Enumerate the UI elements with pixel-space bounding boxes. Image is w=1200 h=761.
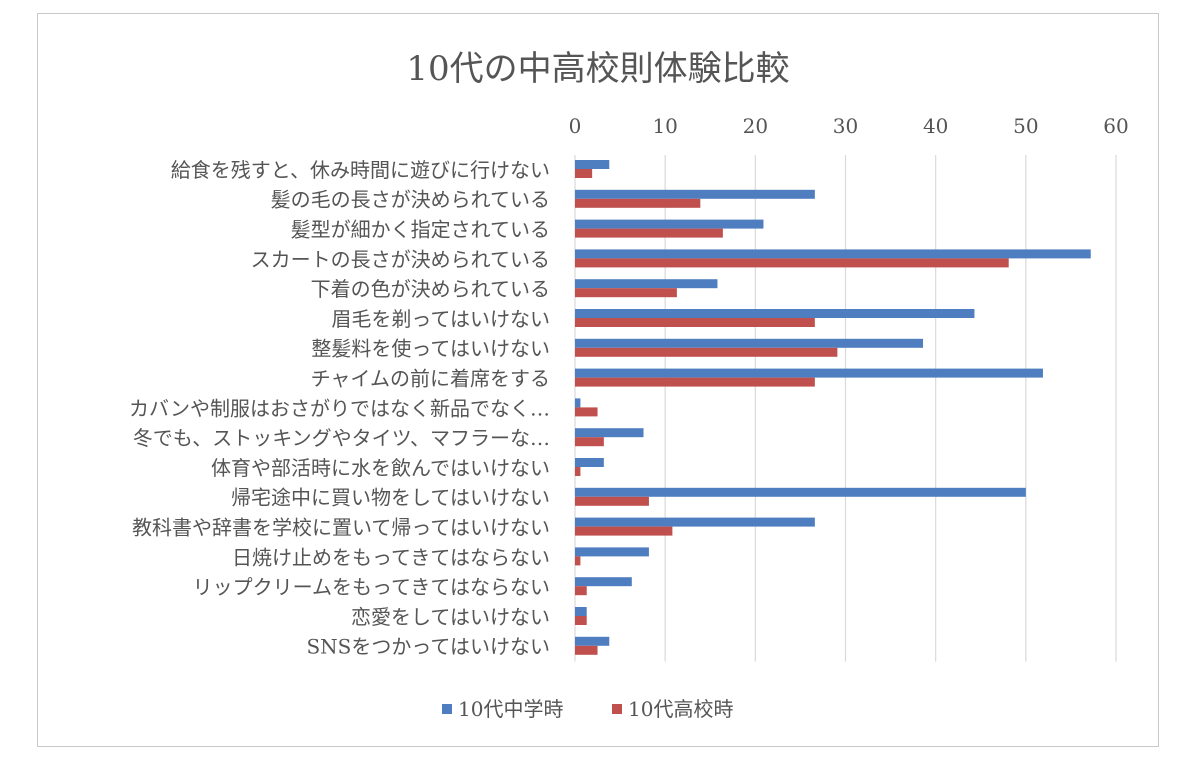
bar-junior-high [575, 279, 718, 289]
bar-high-school [575, 586, 587, 596]
bar-junior-high [575, 636, 610, 646]
category-label: 恋愛をしてはいけない [351, 605, 550, 629]
bar-junior-high [575, 428, 644, 438]
chart-title: 10代の中高校則体験比較 [406, 49, 789, 89]
bar-junior-high [575, 607, 587, 616]
category-label: 給食を残すと、休み時間に遊びに行けない [171, 158, 550, 182]
category-label: チャイムの前に着席をする [311, 367, 550, 391]
bar-high-school [575, 347, 838, 357]
legend-label: 10代高校時 [628, 697, 733, 721]
legend-label: 10代中学時 [458, 697, 563, 721]
bar-high-school [575, 228, 723, 238]
bar-junior-high [575, 368, 1043, 378]
bar-high-school [575, 645, 598, 655]
category-labels: 給食を残すと、休み時間に遊びに行けない髪の毛の長さが決められている髪型が細かく指… [129, 158, 550, 659]
legend-swatch [612, 704, 622, 714]
x-tick-label: 0 [569, 114, 582, 138]
bar-high-school [575, 258, 1009, 268]
bar-high-school [575, 616, 587, 625]
bar-junior-high [575, 160, 610, 169]
category-label: スカートの長さが決められている [251, 247, 550, 271]
x-tick-label: 10 [652, 114, 677, 138]
category-label: 下着の色が決められている [311, 277, 550, 301]
bar-high-school [575, 437, 604, 447]
category-label: 眉毛を剃ってはいけない [331, 307, 550, 331]
bar-high-school [575, 169, 593, 178]
category-label: 冬でも、ストッキングやタイツ、マフラーな… [133, 426, 550, 450]
bar-junior-high [575, 219, 764, 229]
bar-junior-high [575, 577, 632, 587]
bar-high-school [575, 318, 815, 327]
gridlines [574, 155, 1117, 662]
bar-high-school [575, 467, 581, 476]
bar-junior-high [575, 458, 604, 467]
x-tick-label: 50 [1013, 114, 1038, 138]
x-tick-labels: 0 10 20 30 40 50 60 [569, 114, 1129, 138]
legend: 10代中学時 10代高校時 [442, 697, 733, 721]
bar-high-school [575, 407, 598, 417]
x-tick-label: 40 [923, 114, 948, 138]
x-tick-label: 30 [833, 114, 858, 138]
category-label: 日焼け止めをもってきてはならない [232, 545, 550, 569]
category-label: 髪型が細かく指定されている [291, 218, 550, 242]
bar-junior-high [575, 517, 815, 527]
bar-junior-high [575, 189, 815, 199]
bar-junior-high [575, 309, 975, 318]
category-label: 髪の毛の長さが決められている [271, 188, 550, 212]
category-label: SNSをつかってはいけない [306, 635, 550, 659]
bar-high-school [575, 526, 673, 536]
bar-high-school [575, 377, 815, 387]
x-tick-label: 20 [743, 114, 768, 138]
category-label: 帰宅途中に買い物をしてはいけない [231, 486, 550, 510]
bar-junior-high [575, 487, 1026, 497]
bar-high-school [575, 496, 649, 506]
category-label: 整髪料を使ってはいけない [311, 337, 550, 361]
category-label: 体育や部活時に水を飲んではいけない [211, 456, 550, 480]
bar-junior-high [575, 338, 924, 348]
category-label: 教科書や辞書を学校に置いて帰ってはいけない [132, 516, 550, 540]
bar-junior-high [575, 547, 649, 557]
bars [575, 160, 1091, 655]
category-label: リップクリームをもってきてはならない [193, 575, 550, 599]
bar-high-school [575, 556, 581, 566]
bar-high-school [575, 288, 677, 298]
x-tick-label: 60 [1103, 114, 1128, 138]
category-label: カバンや制服はおさがりではなく新品でなく… [129, 396, 550, 420]
bar-high-school [575, 198, 701, 208]
bar-junior-high [575, 249, 1091, 259]
bar-junior-high [575, 398, 581, 408]
legend-swatch [442, 704, 452, 714]
